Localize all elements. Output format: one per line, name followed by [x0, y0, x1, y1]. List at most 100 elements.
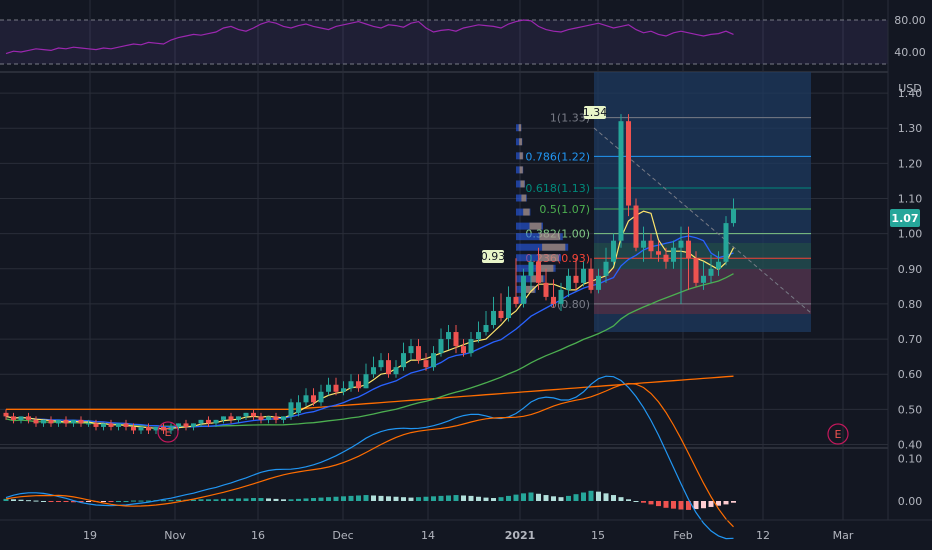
volume-profile-bar	[516, 166, 524, 174]
fib-level-label: 0.618(1.13)	[525, 182, 590, 195]
candle-body	[131, 426, 136, 431]
candles[interactable]	[3, 114, 737, 434]
ma-long-line	[6, 375, 734, 410]
macd-histogram-bar	[603, 493, 609, 501]
earnings-marker-feb[interactable]: E	[827, 423, 849, 445]
volume-profile-bar	[538, 254, 559, 262]
macd-histogram-bar	[168, 500, 174, 502]
candle-body	[446, 332, 451, 340]
candle-body	[198, 419, 204, 424]
macd-histogram-bar	[506, 495, 511, 501]
volume-profile-bar	[516, 243, 569, 251]
volume-profile-bar	[516, 208, 531, 216]
candle-body	[288, 402, 294, 417]
fib-zone-green	[594, 243, 811, 269]
volume-profile-bar	[521, 194, 527, 202]
candle-body	[71, 419, 76, 424]
candle-body	[48, 419, 54, 424]
macd-histogram-bar	[101, 501, 106, 502]
volume-profile-bar	[542, 243, 566, 251]
macd-histogram-bar	[33, 500, 39, 502]
candle-body	[611, 240, 616, 262]
macd-histogram-bar	[423, 496, 429, 501]
candle-body	[348, 381, 354, 389]
candle-body	[731, 209, 736, 224]
macd-histogram-bar	[281, 499, 286, 501]
macd-histogram-bar	[198, 499, 204, 501]
price-pane[interactable]: 1(1.33) 0.786(1.22) 0.618(1.13) 0.5(1.07) 0.…	[3, 72, 849, 445]
macd-histogram-bar	[551, 496, 556, 501]
macd-histogram-bar	[416, 497, 421, 501]
macd-histogram-bar	[26, 500, 31, 502]
macd-histogram-bar	[656, 501, 661, 507]
price-tick-label: 0.70	[898, 333, 923, 346]
candle-body	[311, 395, 316, 403]
earnings-marker-nov[interactable]: E	[157, 421, 179, 443]
macd-histogram-bar	[71, 501, 76, 503]
volume-profile-bar	[516, 233, 563, 241]
time-axis-label: 15	[591, 529, 605, 542]
macd-histogram-bar	[18, 499, 24, 501]
candle-body	[33, 419, 39, 424]
candle-body	[176, 423, 181, 427]
candle-body	[626, 121, 631, 206]
macd-histogram-bar	[633, 501, 639, 502]
candle-body	[431, 353, 436, 368]
volume-profile-bar	[516, 222, 543, 230]
candle-body	[273, 416, 279, 420]
candle-body	[461, 346, 466, 354]
macd-histogram-bar	[56, 501, 61, 502]
candle-body	[686, 240, 691, 259]
macd-pane[interactable]	[3, 375, 737, 540]
macd-histogram-bar	[123, 501, 129, 502]
fib-retracement[interactable]: 1(1.33)0.786(1.22)0.618(1.13)0.5(1.07)0.…	[525, 112, 811, 311]
candle-body	[41, 419, 46, 424]
candle-body	[671, 247, 676, 262]
time-axis-label: Feb	[673, 529, 692, 542]
fib-trend-line	[593, 127, 812, 314]
volume-profile-bar	[520, 180, 525, 188]
time-axis[interactable]: 19 Nov 16 Dec 14 2021 15 Feb 12 Mar	[0, 519, 932, 542]
macd-histogram-bar	[326, 497, 331, 501]
macd-histogram-bar	[356, 495, 361, 501]
macd-histogram-bar	[716, 501, 721, 506]
price-tick-label: 0.80	[898, 298, 923, 311]
volume-profile-bar	[523, 208, 530, 216]
candle-body	[333, 384, 339, 392]
macd-histogram-bar	[296, 498, 301, 501]
candle-body	[318, 391, 324, 403]
price-tick-label: 0.40	[898, 439, 923, 452]
macd-histogram-bar	[266, 498, 271, 501]
macd-histogram-bar	[221, 498, 226, 501]
price-axis[interactable]: USD 80.00 40.00 1.40 1.30 1.20 1.10 1.00 0.90 0…	[887, 0, 932, 520]
candle-body	[401, 353, 406, 368]
candle-body	[56, 419, 61, 424]
macd-histogram-bar	[438, 495, 444, 501]
candle-body	[393, 367, 399, 375]
macd-histogram-bar	[723, 501, 729, 505]
candle-body	[183, 423, 189, 427]
rsi-pane[interactable]	[0, 19, 888, 65]
price-tick-label: 0.60	[898, 368, 923, 381]
macd-histogram-bar	[588, 490, 594, 501]
macd-histogram-bar	[663, 501, 669, 508]
macd-histogram-bar	[341, 496, 346, 501]
volume-profile-bar	[516, 138, 523, 146]
candle-body	[258, 416, 264, 420]
candle-body	[656, 251, 661, 255]
candle-body	[281, 416, 286, 420]
macd-histogram	[3, 490, 736, 510]
candle-body	[408, 346, 414, 354]
price-tick-label: 1.00	[898, 228, 923, 241]
macd-histogram-bar	[273, 498, 279, 501]
candle-body	[701, 275, 706, 283]
macd-histogram-bar	[206, 499, 211, 501]
macd-histogram-bar	[483, 497, 489, 501]
candle-body	[678, 240, 684, 248]
macd-histogram-bar	[401, 497, 406, 501]
candle-body	[573, 275, 579, 283]
low-price-text: 0.93	[481, 250, 506, 263]
macd-histogram-bar	[393, 496, 399, 501]
rsi-axis-ticks: 80.00 40.00	[894, 14, 926, 59]
